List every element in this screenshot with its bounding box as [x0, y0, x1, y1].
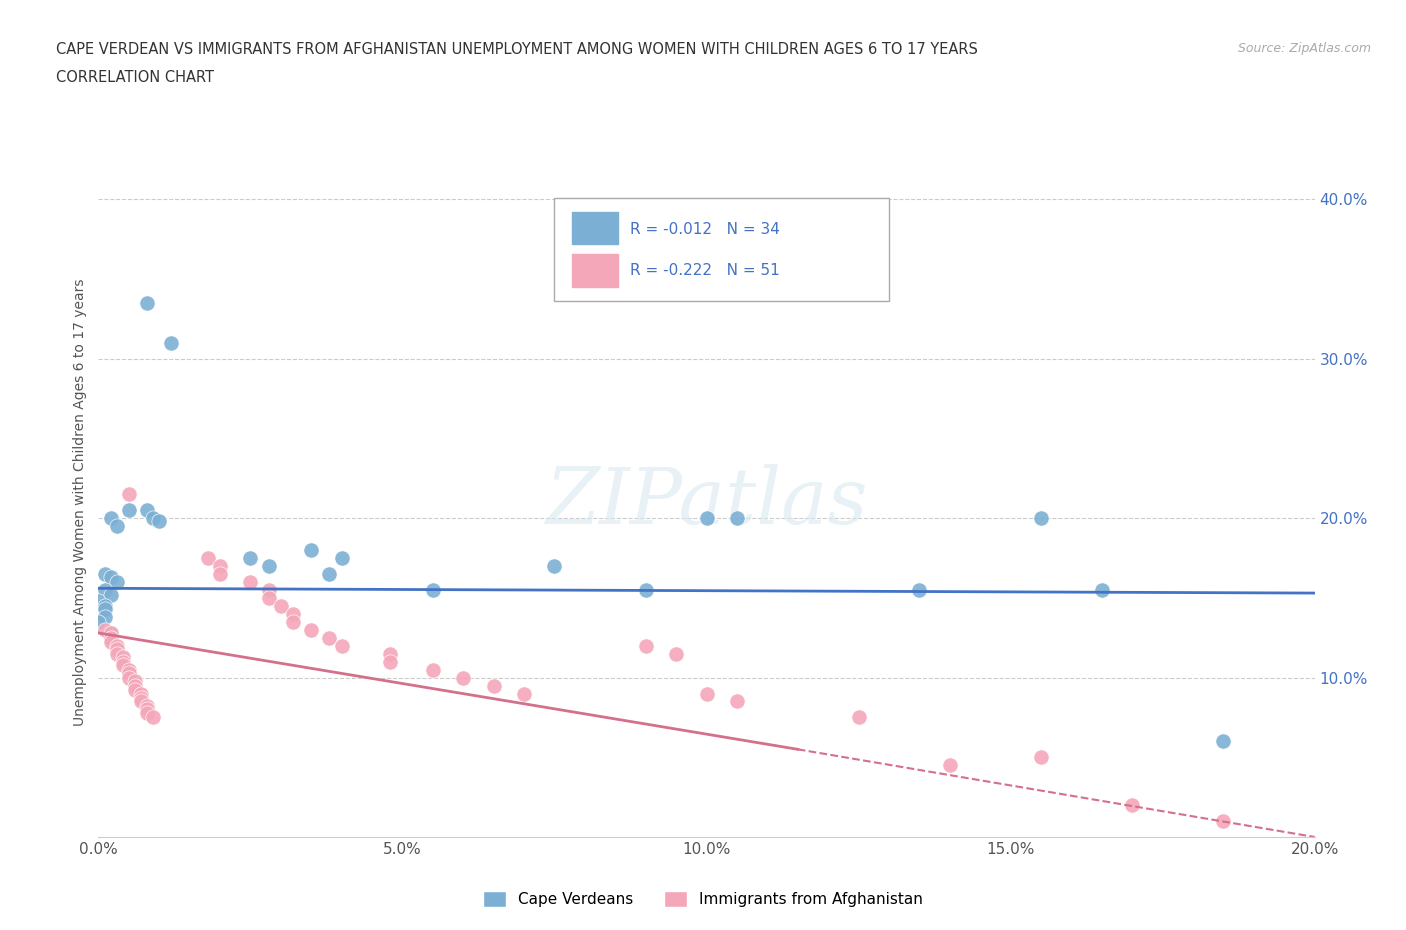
Point	[380, 646, 402, 661]
Point	[105, 642, 128, 657]
Point	[136, 503, 159, 518]
Point	[93, 598, 115, 613]
Point	[148, 514, 170, 529]
Point	[129, 686, 152, 701]
Point	[696, 511, 718, 525]
Point	[118, 486, 141, 501]
Y-axis label: Unemployment Among Women with Children Ages 6 to 17 years: Unemployment Among Women with Children A…	[73, 278, 87, 726]
Point	[93, 602, 115, 617]
Point	[100, 626, 122, 641]
Point	[318, 566, 340, 581]
Point	[129, 694, 152, 709]
Point	[105, 646, 128, 661]
Legend: Cape Verdeans, Immigrants from Afghanistan: Cape Verdeans, Immigrants from Afghanist…	[477, 884, 929, 913]
Text: Source: ZipAtlas.com: Source: ZipAtlas.com	[1237, 42, 1371, 55]
Point	[124, 673, 146, 688]
Point	[330, 638, 353, 653]
Point	[142, 710, 165, 724]
Point	[1029, 750, 1052, 764]
Point	[136, 296, 159, 311]
Point	[118, 662, 141, 677]
Point	[160, 336, 183, 351]
FancyBboxPatch shape	[571, 212, 617, 245]
Point	[665, 646, 688, 661]
Point	[257, 591, 280, 605]
Point	[100, 626, 122, 641]
Point	[482, 678, 505, 693]
FancyBboxPatch shape	[571, 255, 617, 286]
Point	[848, 710, 870, 724]
Point	[422, 582, 444, 597]
Point	[1212, 734, 1234, 749]
Point	[93, 582, 115, 597]
Point	[239, 575, 262, 590]
Point	[100, 635, 122, 650]
Point	[380, 654, 402, 669]
Point	[124, 678, 146, 693]
Point	[118, 503, 141, 518]
Point	[142, 511, 165, 525]
Point	[1091, 582, 1114, 597]
Point	[543, 559, 565, 574]
Point	[87, 615, 110, 630]
Point	[725, 511, 748, 525]
Point	[270, 598, 292, 613]
Point	[105, 575, 128, 590]
Point	[634, 582, 657, 597]
Point	[634, 638, 657, 653]
Point	[93, 622, 115, 637]
Point	[257, 582, 280, 597]
Point	[281, 615, 304, 630]
Point	[111, 649, 134, 664]
Point	[93, 566, 115, 581]
Text: ZIPatlas: ZIPatlas	[546, 464, 868, 540]
Point	[100, 631, 122, 645]
Point	[100, 511, 122, 525]
Point	[111, 658, 134, 672]
Text: R = -0.222   N = 51: R = -0.222 N = 51	[630, 263, 780, 278]
Point	[299, 622, 322, 637]
Point	[696, 686, 718, 701]
Point	[197, 551, 219, 565]
Point	[422, 662, 444, 677]
Point	[136, 702, 159, 717]
Point	[111, 654, 134, 669]
Point	[1212, 814, 1234, 829]
Point	[318, 631, 340, 645]
Point	[453, 671, 475, 685]
Point	[239, 551, 262, 565]
Point	[209, 559, 232, 574]
Point	[87, 593, 110, 608]
Point	[105, 519, 128, 534]
Point	[124, 683, 146, 698]
Point	[100, 587, 122, 602]
Point	[118, 671, 141, 685]
Point	[209, 566, 232, 581]
Point	[136, 698, 159, 713]
Text: R = -0.012   N = 34: R = -0.012 N = 34	[630, 221, 780, 236]
FancyBboxPatch shape	[554, 197, 889, 301]
Point	[257, 559, 280, 574]
Point	[100, 631, 122, 645]
Point	[93, 609, 115, 624]
Point	[129, 691, 152, 706]
Point	[908, 582, 931, 597]
Point	[1029, 511, 1052, 525]
Point	[281, 606, 304, 621]
Point	[118, 665, 141, 680]
Point	[725, 694, 748, 709]
Text: CAPE VERDEAN VS IMMIGRANTS FROM AFGHANISTAN UNEMPLOYMENT AMONG WOMEN WITH CHILDR: CAPE VERDEAN VS IMMIGRANTS FROM AFGHANIS…	[56, 42, 979, 57]
Point	[330, 551, 353, 565]
Point	[939, 758, 962, 773]
Point	[100, 570, 122, 585]
Point	[136, 705, 159, 720]
Point	[513, 686, 536, 701]
Point	[299, 542, 322, 557]
Point	[1121, 798, 1143, 813]
Point	[105, 638, 128, 653]
Text: CORRELATION CHART: CORRELATION CHART	[56, 70, 214, 85]
